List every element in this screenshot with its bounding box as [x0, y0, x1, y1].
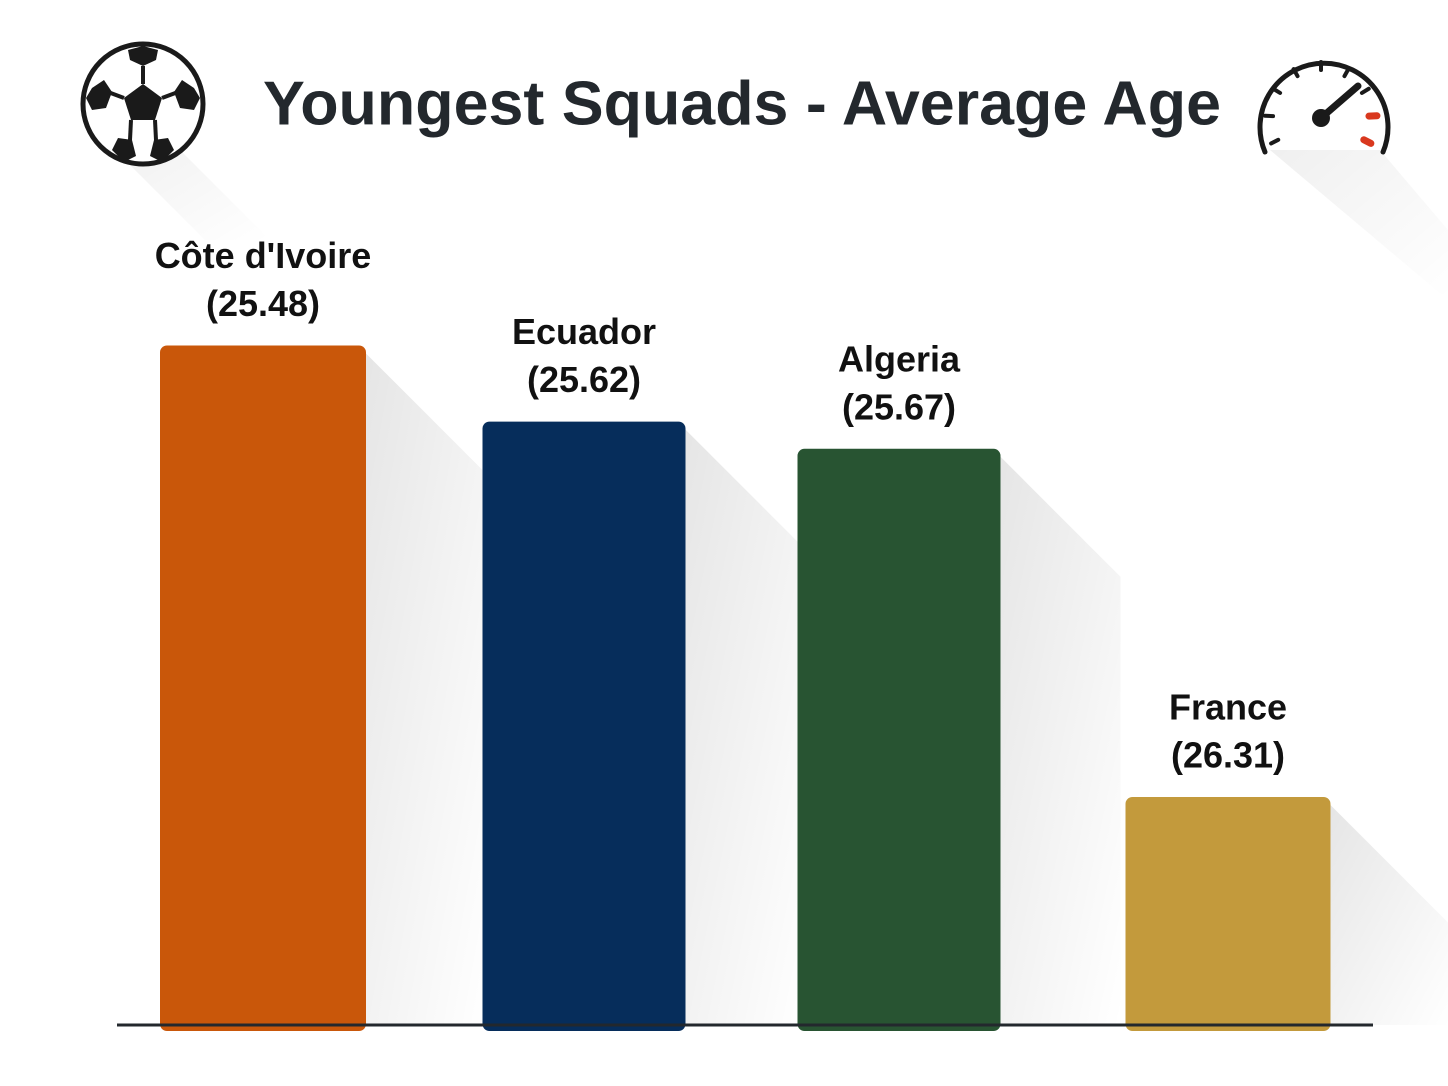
- bar-value-label-ecuador: (25.62): [527, 359, 641, 400]
- bar-category-label-ecuador: Ecuador: [512, 311, 656, 352]
- soccer-ball-icon: [80, 41, 270, 240]
- bar-shadow-algeria: [1000, 456, 1121, 1025]
- bar-category-label-france: France: [1169, 687, 1287, 728]
- bar-value-label-france: (26.31): [1171, 735, 1285, 776]
- bar-france: [1125, 797, 1331, 1031]
- chart-title: Youngest Squads - Average Age: [263, 70, 1221, 139]
- bars: [160, 345, 1448, 1031]
- bar-ecuador: [482, 421, 686, 1031]
- bar-category-label-algeria: Algeria: [838, 338, 961, 379]
- bar-labels: Côte d'Ivoire (25.48) Ecuador (25.62) Algeri…: [155, 235, 1287, 776]
- bar-shadow-cote-d-ivoire: [366, 353, 486, 1025]
- bar-value-label-cote-d-ivoire: (25.48): [206, 283, 320, 324]
- bar-value-label-algeria: (25.67): [842, 386, 956, 427]
- bar-category-label-cote-d-ivoire: Côte d'Ivoire: [155, 235, 372, 276]
- bar-shadow-france: [1330, 805, 1448, 1025]
- speedometer-icon: [1257, 60, 1448, 300]
- bar-cote-d-ivoire: [160, 345, 366, 1031]
- bar-algeria: [797, 448, 1001, 1031]
- bar-shadow-ecuador: [685, 429, 806, 1025]
